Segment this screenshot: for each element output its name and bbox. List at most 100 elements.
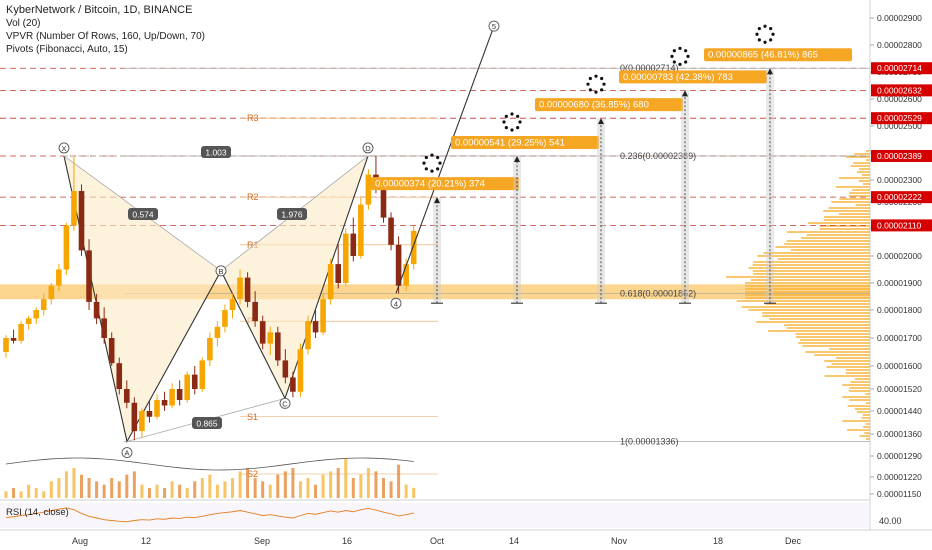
volume-bar: [283, 471, 287, 498]
volume-bar: [140, 484, 144, 498]
loading-spinner-dot: [672, 49, 676, 53]
pattern-point-c-circle: [279, 397, 291, 409]
candle-body: [267, 332, 274, 344]
volume-profile-row: [768, 330, 870, 332]
volume-profile-row: [826, 366, 870, 368]
loading-spinner-dot: [424, 167, 428, 171]
volume-profile-row: [752, 264, 870, 266]
x-tick-label: 12: [141, 536, 151, 546]
volume-bar: [170, 481, 174, 498]
vol-indicator-label[interactable]: Vol (20): [6, 18, 41, 29]
ratio-badge: [201, 146, 231, 158]
candle-body: [33, 310, 39, 319]
loading-spinner-dot: [602, 82, 606, 86]
y-tick-label: 0.00002800: [877, 40, 922, 50]
price-badge-label: 0.00002110: [877, 220, 922, 230]
x-tick-label: Sep: [254, 536, 270, 546]
volume-profile-row: [824, 216, 870, 218]
volume-profile-row: [855, 378, 870, 380]
volume-profile-row: [842, 384, 870, 386]
candle-body: [116, 363, 123, 389]
candle-body: [131, 402, 138, 432]
candle-body: [237, 277, 243, 300]
candle-body: [275, 332, 281, 361]
target-arrowhead: [434, 197, 440, 204]
price-badge: [871, 191, 932, 204]
pivot-label: R1: [247, 240, 259, 250]
volume-profile-row: [838, 213, 870, 215]
volume-profile-row: [786, 240, 870, 242]
candle-body: [244, 277, 251, 302]
pattern-point-x-circle: [58, 142, 70, 154]
x-tick-label: 18: [713, 536, 723, 546]
volume-bar: [12, 488, 16, 498]
rsi-line: [5, 507, 414, 523]
loading-spinner-dot: [516, 114, 520, 118]
volume-profile-row: [823, 210, 870, 212]
candle-body: [48, 285, 55, 300]
volume-profile-row: [849, 192, 870, 194]
fib-level-label: 1(0.00001336): [620, 437, 679, 447]
price-badge-label: 0.00002389: [877, 151, 922, 161]
volume-bar: [155, 484, 159, 498]
loading-spinner-dot: [438, 161, 442, 165]
y-tick-label: 0.00001600: [877, 361, 922, 371]
volume-bar: [298, 481, 302, 498]
volume-bar: [42, 491, 46, 498]
candle-body: [101, 318, 107, 338]
volume-bar: [200, 478, 204, 498]
volume-bar: [125, 474, 129, 498]
loading-spinner-dot: [510, 128, 514, 132]
loading-spinner-dot: [600, 76, 604, 81]
volume-profile-row: [819, 228, 870, 230]
target-arrowhead: [767, 68, 773, 75]
volume-profile-row: [824, 375, 870, 377]
x-tick-label: Oct: [430, 536, 445, 546]
volume-profile-row: [854, 408, 870, 410]
pivots-indicator-label[interactable]: Pivots (Fibonacci, Auto, 15): [6, 44, 128, 55]
y-tick-label: 0.00001900: [877, 278, 922, 288]
volume-profile-row: [863, 183, 870, 185]
y-tick-label: 0.00002600: [877, 94, 922, 104]
volume-profile-row: [726, 276, 870, 278]
candle-body: [350, 233, 357, 256]
target-label: 0.00000541 (29.25%) 541: [455, 137, 565, 148]
vpvr-indicator-label[interactable]: VPVR (Number Of Rows, 160, Up/Down, 70): [6, 31, 205, 42]
volume-profile-row: [853, 162, 870, 164]
price-badge: [871, 112, 932, 125]
loading-spinner-dot: [684, 49, 688, 53]
candle-body: [282, 360, 289, 378]
volume-profile-row: [847, 429, 870, 431]
volume-bar: [253, 478, 257, 498]
volume-profile-row: [850, 165, 870, 167]
volume-bar: [329, 471, 333, 498]
loading-spinner-dot: [763, 40, 767, 44]
volume-bar: [397, 464, 401, 498]
volume-profile-row: [854, 153, 870, 155]
volume-profile-row: [775, 246, 870, 248]
price-badge: [871, 219, 932, 232]
wave-projection-line: [395, 25, 495, 294]
pivot-label: R3: [247, 113, 259, 123]
loading-spinner-dot: [436, 155, 440, 160]
target-label: 0.00000865 (46.81%) 865: [708, 50, 818, 61]
pattern-point-d: D: [365, 144, 371, 153]
candle-body: [184, 374, 190, 400]
candle-body: [305, 321, 311, 350]
volume-bar: [238, 471, 242, 498]
volume-profile-row: [845, 369, 870, 371]
wave-point-4-circle: [390, 297, 402, 309]
candle-body: [229, 299, 236, 310]
loading-spinner-dot: [769, 38, 773, 42]
rsi-scale-label: 40.00: [879, 516, 902, 526]
rsi-indicator-label[interactable]: RSI (14, close): [6, 507, 69, 518]
candle-body: [297, 349, 304, 392]
volume-profile-row: [748, 267, 870, 269]
volume-bar: [208, 474, 212, 498]
volume-profile-row: [763, 252, 870, 254]
volume-bar: [359, 474, 363, 498]
volume-profile-row: [824, 360, 870, 362]
ratio-badge: [128, 208, 158, 220]
volume-bar: [87, 478, 91, 498]
